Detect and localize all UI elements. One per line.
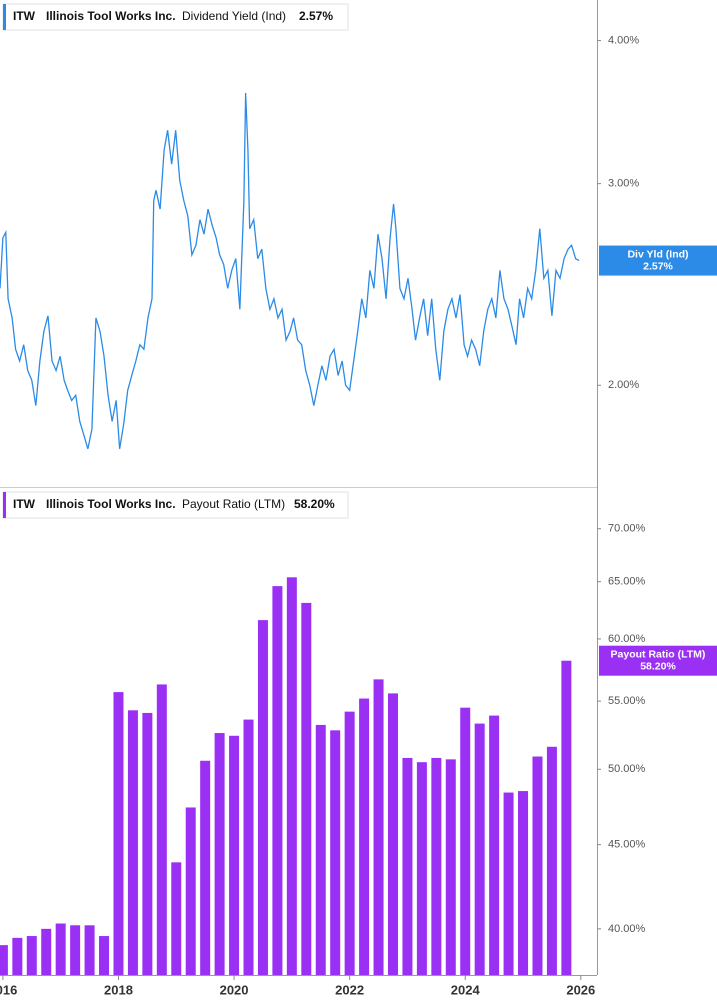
bar xyxy=(546,746,557,975)
bar xyxy=(445,759,456,975)
bar xyxy=(214,733,225,975)
legend: ITW Illinois Tool Works Inc. Dividend Yi… xyxy=(2,3,349,31)
bar xyxy=(41,928,52,975)
badge-value: 2.57% xyxy=(643,260,673,272)
legend-value: 2.57% xyxy=(299,9,333,23)
bar xyxy=(402,757,413,975)
y-tick-label: 70.00% xyxy=(608,523,646,535)
legend-metric: Dividend Yield (Ind) xyxy=(182,9,286,23)
bar xyxy=(113,692,124,975)
bar xyxy=(272,586,283,975)
bar xyxy=(156,684,167,975)
y-tick-label: 3.00% xyxy=(608,178,639,190)
legend-ticker: ITW xyxy=(13,497,36,511)
bar xyxy=(257,620,268,975)
bar xyxy=(55,923,66,975)
x-tick-label: 2024 xyxy=(451,982,481,997)
bar xyxy=(200,760,211,975)
bar xyxy=(359,698,370,975)
bar xyxy=(561,660,572,975)
bar xyxy=(373,679,384,975)
bar xyxy=(12,937,23,975)
bar xyxy=(431,757,442,975)
bar xyxy=(0,945,8,975)
bar xyxy=(532,756,543,975)
bar xyxy=(460,707,471,975)
bar xyxy=(99,936,110,975)
legend-ticker: ITW xyxy=(13,9,36,23)
value-badge xyxy=(599,245,717,276)
legend-box xyxy=(2,491,349,519)
y-tick-label: 4.00% xyxy=(608,34,639,46)
bar xyxy=(489,715,500,975)
bar xyxy=(171,862,182,975)
legend-company: Illinois Tool Works Inc. xyxy=(46,497,176,511)
bar xyxy=(185,807,196,975)
y-tick-label: 60.00% xyxy=(608,633,646,645)
bar xyxy=(70,925,81,975)
badge-label: Div Yld (Ind) xyxy=(627,248,688,260)
x-tick-label: 2016 xyxy=(0,982,17,997)
legend-box xyxy=(2,3,349,31)
y-tick-label: 50.00% xyxy=(608,763,646,775)
y-tick-label: 2.00% xyxy=(608,379,639,391)
bar xyxy=(26,936,37,975)
y-tick-label: 55.00% xyxy=(608,695,646,707)
y-tick-label: 40.00% xyxy=(608,923,646,935)
bar xyxy=(127,710,138,975)
legend: ITW Illinois Tool Works Inc. Payout Rati… xyxy=(2,491,349,519)
legend-company: Illinois Tool Works Inc. xyxy=(46,9,176,23)
legend-value: 58.20% xyxy=(294,497,335,511)
bar xyxy=(315,724,326,975)
bar xyxy=(330,730,341,975)
legend-swatch xyxy=(3,4,6,30)
y-tick-label: 65.00% xyxy=(608,576,646,588)
bar xyxy=(503,792,514,975)
bar xyxy=(518,791,529,975)
legend-swatch xyxy=(3,492,6,518)
badge-label: Payout Ratio (LTM) xyxy=(611,648,706,660)
bar xyxy=(142,712,153,975)
x-tick-label: 2026 xyxy=(566,982,595,997)
bar xyxy=(416,762,427,975)
bar xyxy=(84,925,95,975)
bar xyxy=(301,602,312,975)
bar xyxy=(286,577,297,975)
bar xyxy=(344,711,355,975)
bar xyxy=(243,719,254,975)
line xyxy=(0,92,580,450)
value-badge xyxy=(599,645,717,676)
bar xyxy=(387,693,398,975)
x-tick-label: 2018 xyxy=(104,982,133,997)
bar xyxy=(229,735,240,975)
x-tick-label: 2020 xyxy=(220,982,249,997)
x-tick-label: 2022 xyxy=(335,982,364,997)
y-tick-label: 45.00% xyxy=(608,839,646,851)
legend-metric: Payout Ratio (LTM) xyxy=(182,497,285,511)
bar xyxy=(474,723,485,975)
badge-value: 58.20% xyxy=(640,660,676,672)
